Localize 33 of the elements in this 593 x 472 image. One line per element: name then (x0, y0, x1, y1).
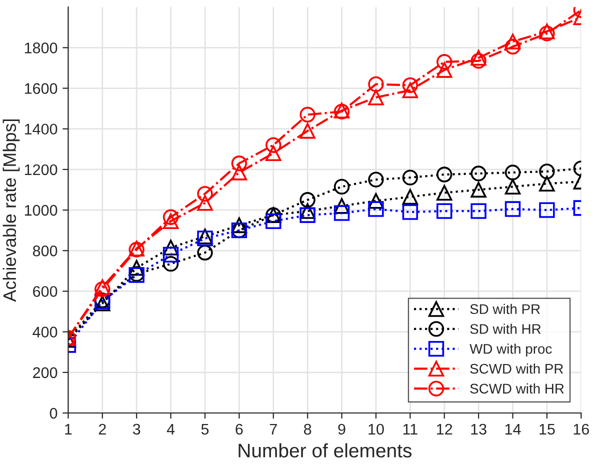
x-tick-label: 4 (166, 424, 175, 434)
y-tick-label: 1800 (24, 42, 58, 54)
x-tick-label: 9 (338, 424, 346, 435)
x-tick-label: 3 (132, 424, 140, 435)
x-tick-label: 12 (437, 424, 452, 434)
x-tick-label: 10 (368, 424, 384, 435)
y-tick-label: 600 (33, 286, 58, 297)
legend-label: SCWD with HR (470, 383, 564, 394)
x-tick-label: 2 (98, 424, 106, 434)
legend-label: SD with HR (470, 324, 541, 334)
y-tick-label: 200 (33, 367, 58, 378)
x-tick-label: 16 (574, 424, 589, 435)
y-tick-label: 1200 (24, 164, 58, 176)
legend-label: WD with proc (470, 344, 552, 357)
legend-label: SCWD with PR (470, 363, 564, 374)
x-tick-label: 14 (505, 424, 521, 434)
y-tick-label: 400 (32, 326, 58, 338)
x-tick-label: 13 (471, 424, 486, 435)
x-tick-label: 8 (304, 424, 312, 435)
x-tick-label: 6 (236, 424, 243, 435)
y-axis-title: Achievable rate [Mbps] (2, 119, 20, 302)
y-tick-label: 0 (50, 408, 58, 419)
x-tick-label: 11 (403, 424, 418, 434)
y-tick-label: 1000 (24, 204, 58, 216)
x-tick-label: 5 (201, 424, 209, 435)
x-tick-label: 15 (540, 424, 555, 435)
x-tick-label: 7 (270, 424, 277, 434)
x-tick-label: 1 (65, 424, 72, 434)
y-tick-label: 1600 (24, 83, 58, 94)
legend-label: SD with PR (470, 304, 540, 314)
x-axis-title: Number of elements (238, 443, 412, 458)
y-tick-label: 1400 (24, 124, 58, 135)
y-tick-label: 800 (32, 246, 58, 256)
